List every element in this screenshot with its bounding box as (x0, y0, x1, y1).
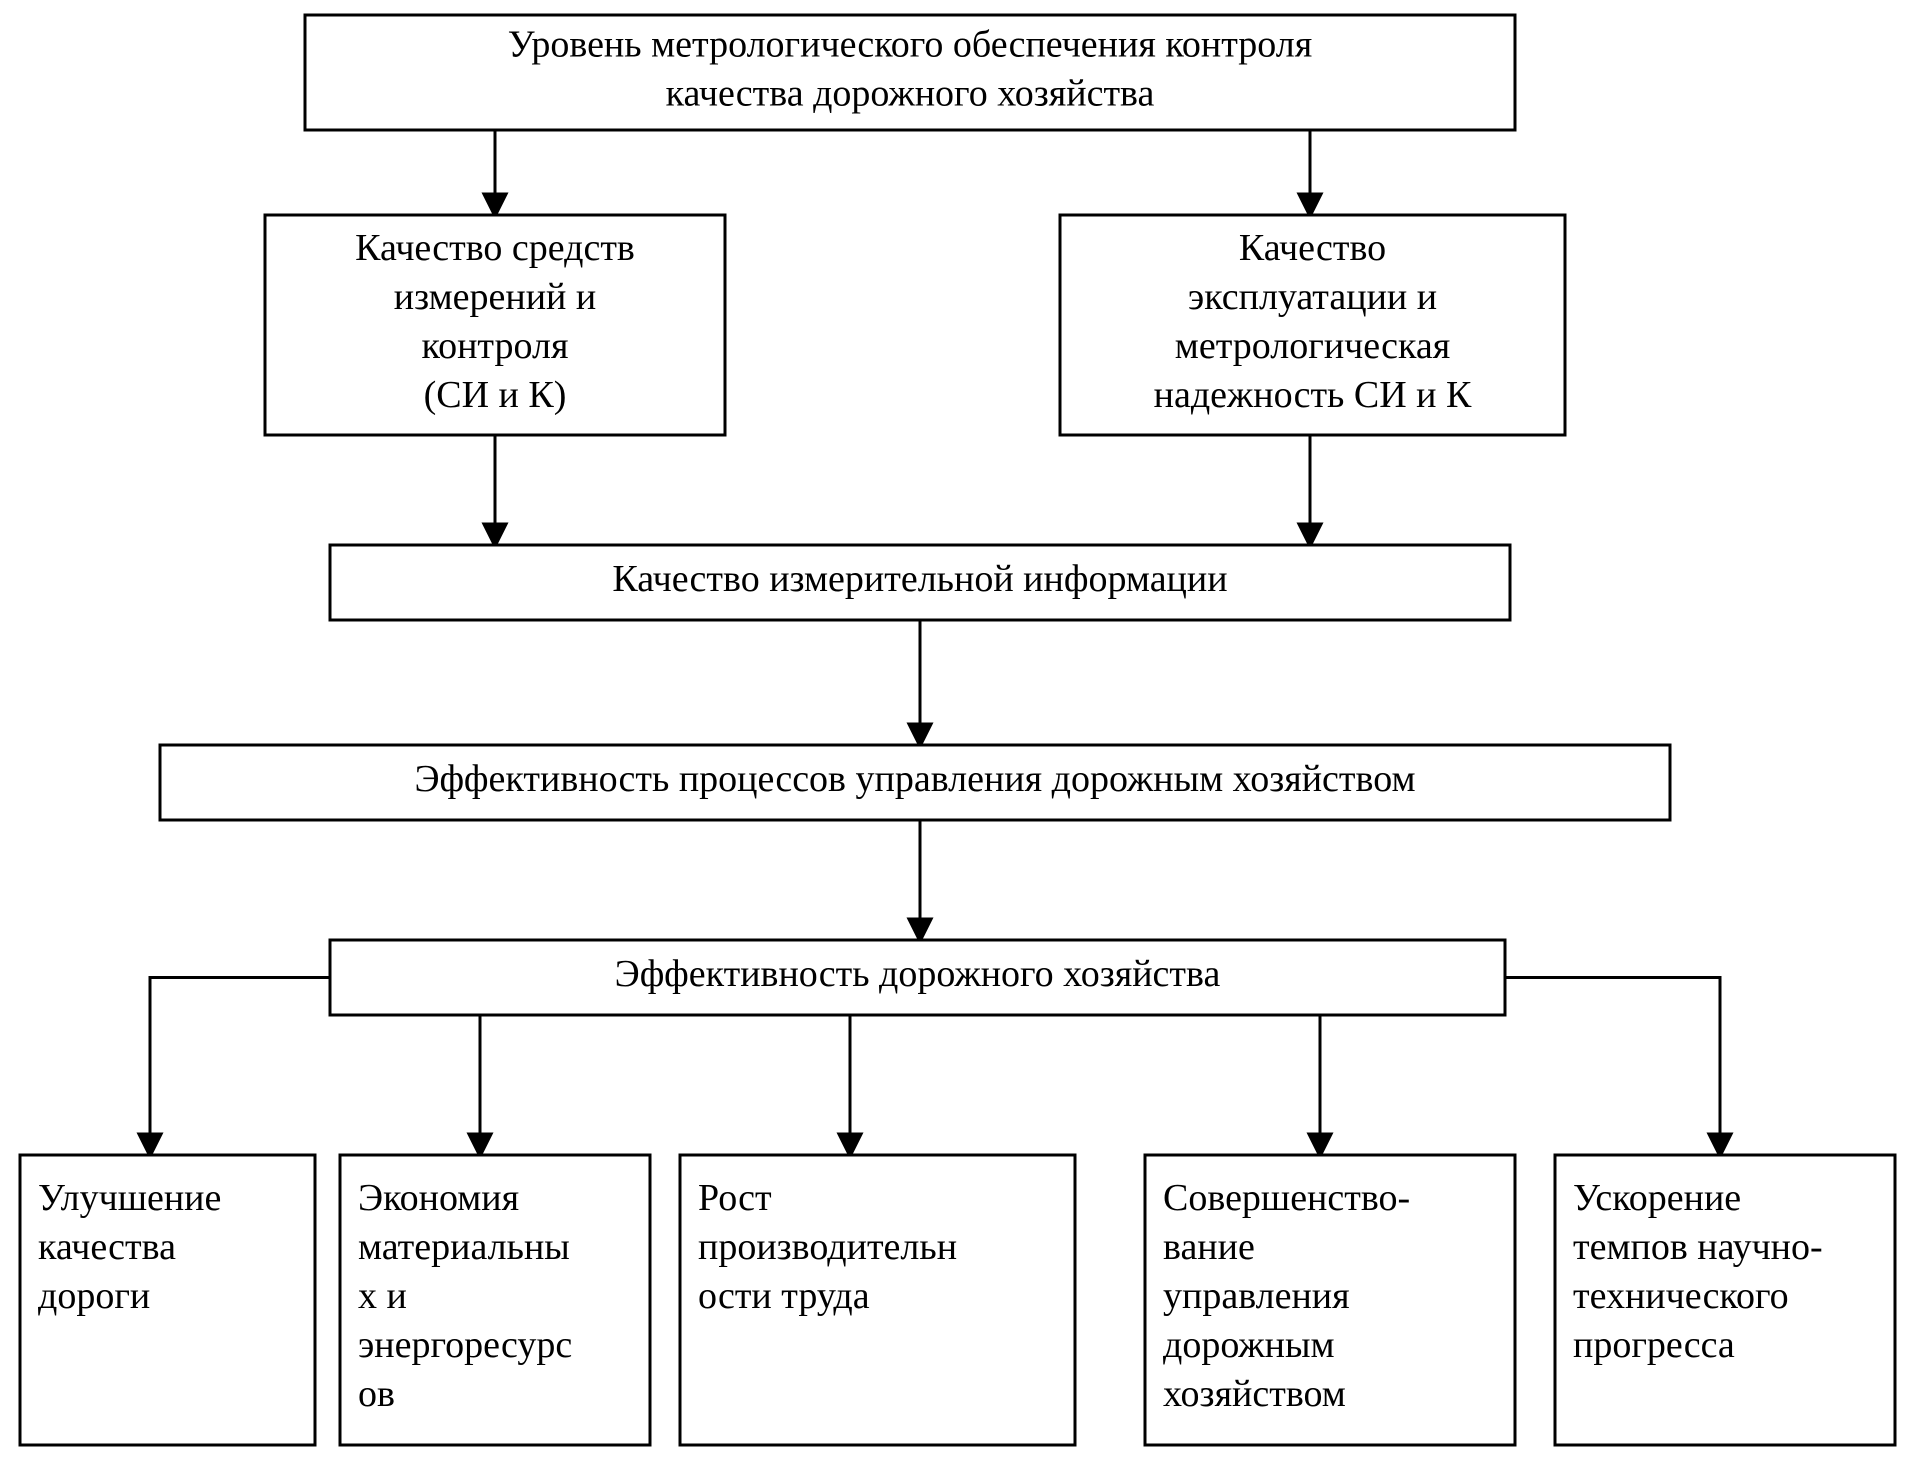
node-label: дороги (38, 1275, 150, 1317)
node-label: (СИ и К) (424, 374, 567, 416)
flowchart-node: Качество эксплуатации и метрологическая над… (1060, 215, 1565, 435)
node-label: измерений и (394, 276, 596, 318)
flowchart-node: Качество измерительной информации (330, 545, 1510, 620)
flowchart-node: Эффективность процессов управления дорож… (160, 745, 1670, 820)
node-label: Улучшение (38, 1177, 221, 1219)
flowchart-node: Уровень метрологического обеспечения кон… (305, 15, 1515, 130)
node-label: Качество средств (355, 227, 635, 269)
node-label: материальны (358, 1226, 570, 1268)
node-label: качества (38, 1226, 176, 1268)
node-label: эксплуатации и (1188, 276, 1437, 318)
node-label: качества дорожного хозяйства (666, 73, 1155, 115)
flowchart-node: Улучшение качества дороги (20, 1155, 315, 1445)
nodes-layer: Уровень метрологического обеспечения кон… (20, 15, 1895, 1445)
node-label: контроля (422, 325, 569, 367)
flowchart-node: Качество средств измерений и контроля (СИ и… (265, 215, 725, 435)
flowchart-node: Экономия материальны х и энергоресурс ов (340, 1155, 650, 1445)
node-label: Качество (1239, 227, 1386, 269)
node-label: Рост (698, 1177, 772, 1219)
node-label: прогресса (1573, 1324, 1735, 1366)
node-label: Совершенство- (1163, 1177, 1410, 1219)
node-label: надежность СИ и К (1154, 374, 1472, 416)
node-label: дорожным (1163, 1324, 1335, 1366)
node-label: хозяйством (1163, 1373, 1346, 1415)
node-label: Эффективность дорожного хозяйства (615, 953, 1221, 995)
flowchart-edge (1505, 978, 1720, 1156)
node-label: производительн (698, 1226, 957, 1268)
flowchart-node: Эффективность дорожного хозяйства (330, 940, 1505, 1015)
node-label: управления (1163, 1275, 1350, 1317)
node-label: энергоресурс (358, 1324, 572, 1366)
flowchart-edge (150, 978, 330, 1156)
flowchart-node: Ускорение темпов научно-технического прогр… (1555, 1155, 1895, 1445)
node-label: ости труда (698, 1275, 870, 1317)
flowchart-node: Рост производительн ости труда (680, 1155, 1075, 1445)
node-label: технического (1573, 1275, 1789, 1317)
node-label: Качество измерительной информации (612, 558, 1227, 600)
node-label: метрологическая (1175, 325, 1450, 367)
node-label: Экономия (358, 1177, 519, 1219)
node-label: Уровень метрологического обеспечения кон… (508, 24, 1312, 66)
node-label: Ускорение (1573, 1177, 1741, 1219)
node-label: Эффективность процессов управления дорож… (414, 758, 1415, 800)
node-label: темпов научно- (1573, 1226, 1823, 1268)
flowchart-canvas: Уровень метрологического обеспечения кон… (0, 0, 1914, 1461)
node-label: ов (358, 1373, 395, 1415)
node-label: вание (1163, 1226, 1255, 1268)
node-label: х и (358, 1275, 407, 1317)
flowchart-node: Совершенство-вание управления дорожным хозя… (1145, 1155, 1515, 1445)
